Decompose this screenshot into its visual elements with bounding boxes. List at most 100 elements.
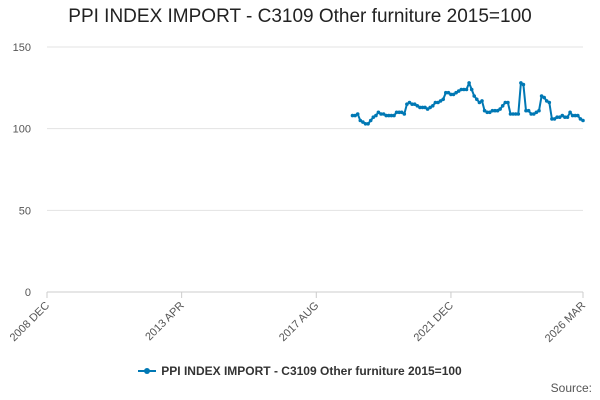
data-point[interactable] [436,100,440,105]
legend-item[interactable]: PPI INDEX IMPORT - C3109 Other furniture… [138,364,462,378]
data-point[interactable] [361,120,365,124]
data-point[interactable] [350,113,355,118]
data-point[interactable] [557,115,562,119]
data-point[interactable] [526,108,531,113]
data-point[interactable] [472,94,477,98]
data-point[interactable] [467,81,471,85]
data-point[interactable] [438,99,443,103]
data-point[interactable] [503,100,508,105]
x-tick-label: 2013 APR [143,300,187,344]
data-point[interactable] [381,112,386,116]
data-point[interactable] [500,104,505,108]
data-point[interactable] [368,118,373,123]
data-point[interactable] [565,115,570,119]
data-point[interactable] [407,100,412,105]
data-point[interactable] [444,90,448,95]
data-point[interactable] [459,87,464,92]
data-point[interactable] [462,87,466,92]
data-point[interactable] [488,110,492,115]
data-point[interactable] [563,115,567,119]
data-point[interactable] [405,102,409,106]
data-point[interactable] [464,87,469,92]
legend[interactable]: PPI INDEX IMPORT - C3109 Other furniture… [0,364,600,379]
data-point[interactable] [542,95,546,100]
data-point[interactable] [475,97,479,102]
data-point[interactable] [508,112,513,116]
data-point[interactable] [493,108,497,113]
data-point[interactable] [573,113,577,118]
data-point[interactable] [469,87,474,92]
data-point[interactable] [560,113,565,118]
data-point[interactable] [374,113,378,118]
data-point[interactable] [387,113,391,118]
data-point[interactable] [397,110,402,115]
data-point[interactable] [534,110,539,115]
data-point[interactable] [513,112,518,116]
data-point[interactable] [516,112,521,116]
data-point[interactable] [529,112,533,116]
data-point[interactable] [431,104,435,108]
data-point[interactable] [456,89,461,93]
data-point[interactable] [511,112,515,116]
data-point[interactable] [490,108,495,113]
data-point[interactable] [358,118,363,123]
data-point[interactable] [550,117,554,121]
data-point[interactable] [552,117,557,121]
data-point[interactable] [402,112,407,116]
data-point[interactable] [449,92,453,97]
data-point[interactable] [379,112,383,116]
data-point[interactable] [384,113,389,118]
data-point[interactable] [477,100,482,105]
data-point[interactable] [544,99,549,103]
data-point[interactable] [392,113,396,118]
data-point[interactable] [568,110,572,115]
data-point[interactable] [578,117,583,121]
data-point[interactable] [576,113,580,118]
data-point[interactable] [420,105,425,110]
data-point[interactable] [355,112,360,116]
data-point[interactable] [353,113,357,118]
data-point[interactable] [366,122,370,126]
data-point[interactable] [399,110,404,115]
data-point[interactable] [480,99,484,103]
y-axis-tick-labels: 0 50 100 150 [13,42,31,299]
y-tick-label: 150 [13,42,31,54]
data-point[interactable] [454,90,458,95]
x-tick-label: 2017 AUG [277,300,321,344]
data-point[interactable] [376,110,381,115]
data-point[interactable] [394,110,399,115]
data-point[interactable] [412,102,417,106]
data-point[interactable] [485,110,490,115]
data-point[interactable] [410,102,414,106]
data-point[interactable] [415,104,420,108]
x-axis-tick-labels: 2008 DEC 2013 APR 2017 AUG 2021 DEC 2026 MAR [8,300,588,345]
data-point[interactable] [570,113,575,118]
data-point[interactable] [389,113,394,118]
data-point[interactable] [547,100,552,105]
data-point[interactable] [498,107,502,111]
data-point[interactable] [537,108,541,113]
data-point[interactable] [428,105,433,110]
data-point[interactable] [423,105,427,110]
x-tick-label: 2008 DEC [8,300,52,344]
data-point[interactable] [555,115,559,119]
y-tick-label: 50 [19,205,31,217]
data-point[interactable] [441,97,446,102]
data-point[interactable] [363,122,368,126]
data-point[interactable] [371,115,376,119]
data-point[interactable] [482,108,487,113]
data-point[interactable] [418,105,422,110]
data-point[interactable] [451,92,456,97]
chart-title: PPI INDEX IMPORT - C3109 Other furniture… [68,6,532,27]
data-point[interactable] [581,118,585,123]
data-point[interactable] [521,82,526,87]
data-point[interactable] [539,94,544,98]
x-tick-label: 2026 MAR [543,300,588,345]
data-point[interactable] [524,108,528,113]
data-point[interactable] [506,100,510,105]
legend-series-marker-icon [138,366,157,376]
data-point[interactable] [532,112,536,116]
data-point[interactable] [433,100,438,105]
data-point[interactable] [425,107,430,111]
